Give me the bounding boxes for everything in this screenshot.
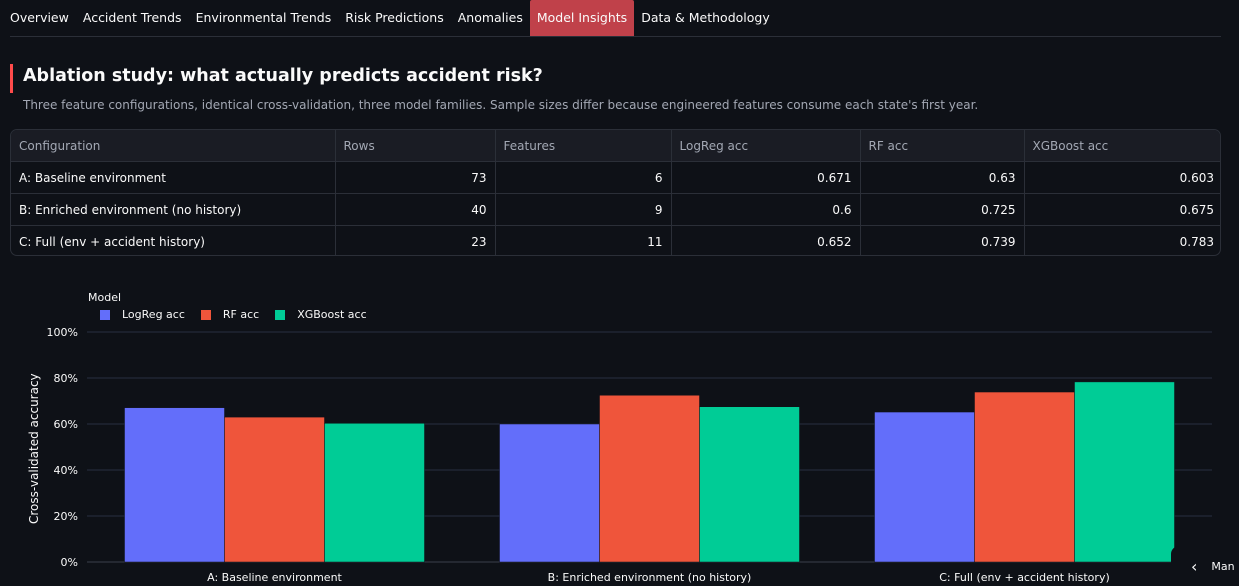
table-cell: 11 [495, 225, 672, 255]
heading-accent-bar [10, 64, 13, 93]
ablation-table[interactable]: Configuration Rows Features LogReg acc RF ac… [10, 129, 1221, 256]
tab-environmental-trends[interactable]: Environmental Trends [195, 10, 332, 25]
tab-data-methodology[interactable]: Data & Methodology [641, 10, 770, 25]
bar [1074, 381, 1175, 563]
y-tick-label: 100% [47, 326, 78, 339]
table-cell: 0.725 [860, 193, 1025, 226]
legend-title: Model [88, 291, 122, 304]
table-cell: 0.63 [860, 161, 1025, 194]
table-cell: 0.603 [1024, 161, 1220, 194]
chart-svg: 0% 20% 40% 60% 80% 100% A: Baseline environmen… [47, 326, 1212, 584]
tab-accident-trends[interactable]: Accident Trends [82, 10, 182, 25]
table-row: A: Baseline environment 73 6 0.671 0.63 0.603 [11, 161, 1220, 194]
bar [699, 406, 800, 563]
column-header[interactable]: Rows [335, 130, 496, 162]
x-tick-label: A: Baseline environment [207, 571, 342, 584]
table-row: C: Full (env + accident history) 23 11 0.65… [11, 225, 1220, 255]
bar [874, 411, 975, 563]
table-cell: 0.675 [1024, 193, 1220, 226]
table-cell: A: Baseline environment [11, 161, 336, 194]
bar [599, 395, 700, 563]
section-title: Ablation study: what actually predicts a… [23, 66, 543, 86]
y-tick-label: 0% [61, 556, 78, 569]
tab-bar: Overview Accident Trends Environmental Tre… [10, 0, 1221, 37]
bar [974, 391, 1075, 563]
legend-label: RF acc [222, 308, 260, 321]
tab-anomalies[interactable]: Anomalies [457, 10, 523, 25]
y-tick-label: 40% [54, 464, 78, 477]
bar [124, 407, 225, 563]
bar [499, 423, 600, 563]
table-cell: 0.671 [671, 161, 861, 194]
table-cell: 40 [335, 193, 496, 226]
column-header[interactable]: Features [495, 130, 672, 162]
legend-item[interactable]: RF acc [200, 308, 260, 321]
legend-swatch [100, 309, 110, 320]
x-tick-label: C: Full (env + accident history) [939, 571, 1110, 584]
chevron-left-icon: ‹ [1191, 556, 1198, 576]
table-header-row: Configuration Rows Features LogReg acc RF ac… [11, 130, 1220, 162]
table-cell: 9 [495, 193, 672, 226]
legend-item[interactable]: XGBoost acc [275, 308, 367, 321]
column-header[interactable]: RF acc [860, 130, 1025, 162]
bar [324, 423, 425, 563]
legend-swatch [275, 309, 286, 320]
table-cell: 0.739 [860, 225, 1025, 255]
table-cell: B: Enriched environment (no history) [11, 193, 336, 226]
table-cell: C: Full (env + accident history) [11, 225, 336, 255]
table-cell: 0.783 [1179, 234, 1214, 249]
chart-legend[interactable]: LogReg acc RF acc XGBoost acc [100, 308, 383, 321]
legend-item[interactable]: LogReg acc [100, 308, 185, 321]
tab-risk-predictions[interactable]: Risk Predictions [345, 10, 444, 25]
sidebar-nav-toggle[interactable]: ‹ Man [1171, 546, 1239, 586]
legend-swatch [200, 309, 211, 320]
accuracy-bar-chart[interactable]: Model LogReg acc RF acc XGBoost acc 0% 20% 4… [0, 282, 1239, 586]
table-cell: 23 [335, 225, 496, 255]
tab-model-insights[interactable]: Model Insights [529, 0, 635, 36]
table-cell: 0.6 [671, 193, 861, 226]
column-header[interactable]: LogReg acc [671, 130, 861, 162]
y-tick-label: 20% [54, 510, 78, 523]
tab-overview[interactable]: Overview [10, 10, 69, 25]
legend-label: XGBoost acc [297, 308, 367, 321]
y-tick-label: 60% [54, 418, 78, 431]
x-tick-label: B: Enriched environment (no history) [548, 571, 752, 584]
column-header[interactable]: XGBoost acc [1024, 130, 1220, 162]
legend-label: LogReg acc [122, 308, 185, 321]
table-cell: 73 [335, 161, 496, 194]
y-axis-title: Cross-validated accuracy [27, 373, 41, 524]
section-subtitle: Three feature configurations, identical … [23, 98, 979, 112]
table-cell: 6 [495, 161, 672, 194]
bar [224, 416, 325, 563]
y-tick-label: 80% [54, 372, 78, 385]
column-header[interactable]: Configuration [11, 130, 336, 162]
table-cell: 0.652 [671, 225, 861, 255]
table-row: B: Enriched environment (no history) 40 9 0… [11, 193, 1220, 226]
nav-toggle-label: Man [1211, 559, 1235, 573]
